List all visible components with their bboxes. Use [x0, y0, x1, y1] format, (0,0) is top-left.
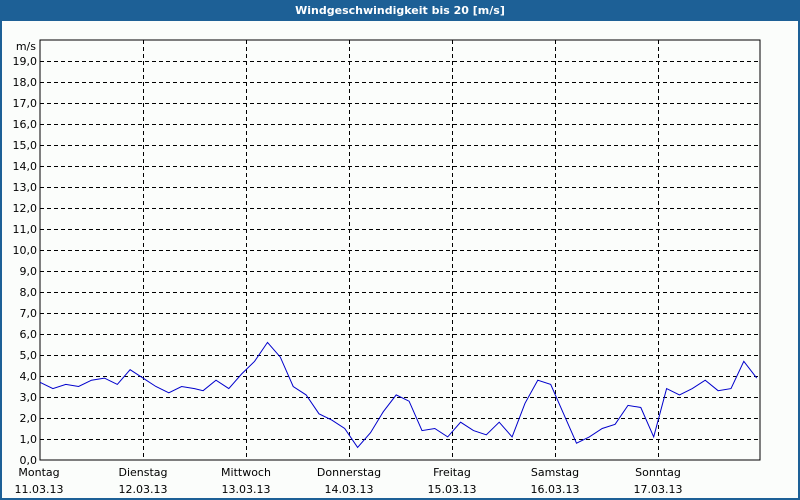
x-tick-day: Montag: [18, 466, 59, 479]
y-tick-label: 19,0: [13, 55, 38, 68]
y-axis: 0,0 1,0 2,0 3,0 4,0 5,0 6,0 7,0 8,0 9,0 10,0 11,0 12…: [13, 55, 38, 467]
plot-area: [39, 39, 761, 461]
y-tick-label: 16,0: [13, 118, 38, 131]
y-tick-label: 10,0: [13, 244, 38, 257]
grid-lines: [40, 40, 760, 460]
y-tick-label: 18,0: [13, 76, 38, 89]
y-tick-label: 2,0: [20, 412, 38, 425]
y-tick-label: 9,0: [20, 265, 38, 278]
y-tick-label: 13,0: [13, 181, 38, 194]
x-tick-date: 11.03.13: [15, 483, 64, 496]
x-tick-day: Samstag: [531, 466, 579, 479]
wind-speed-line: [39, 341, 758, 449]
x-tick-day: Dienstag: [118, 466, 167, 479]
y-tick-label: 14,0: [13, 160, 38, 173]
y-tick-label: 0,0: [20, 454, 38, 467]
y-tick-label: 7,0: [20, 307, 38, 320]
x-tick-date: 16.03.13: [531, 483, 580, 496]
x-tick-day: Sonntag: [635, 466, 681, 479]
y-tick-label: 3,0: [20, 391, 38, 404]
x-tick-date: 17.03.13: [634, 483, 683, 496]
y-tick-label: 6,0: [20, 328, 38, 341]
x-tick-date: 12.03.13: [119, 483, 168, 496]
x-tick-day: Freitag: [433, 466, 471, 479]
y-tick-label: 11,0: [13, 223, 38, 236]
y-tick-label: 5,0: [20, 349, 38, 362]
x-tick-day: Mittwoch: [221, 466, 271, 479]
x-tick-date: 13.03.13: [222, 483, 271, 496]
y-tick-label: 4,0: [20, 370, 38, 383]
y-tick-label: 15,0: [13, 139, 38, 152]
chart-title: Windgeschwindigkeit bis 20 [m/s]: [0, 0, 800, 21]
y-axis-unit: m/s: [16, 40, 36, 53]
y-tick-label: 17,0: [13, 97, 38, 110]
x-tick-date: 15.03.13: [428, 483, 477, 496]
x-tick-day: Donnerstag: [317, 466, 381, 479]
y-tick-label: 8,0: [20, 286, 38, 299]
x-axis: Montag 11.03.13 Dienstag 12.03.13 Mittwoch 13…: [15, 466, 683, 496]
y-tick-label: 1,0: [20, 433, 38, 446]
y-tick-label: 12,0: [13, 202, 38, 215]
x-tick-date: 14.03.13: [325, 483, 374, 496]
